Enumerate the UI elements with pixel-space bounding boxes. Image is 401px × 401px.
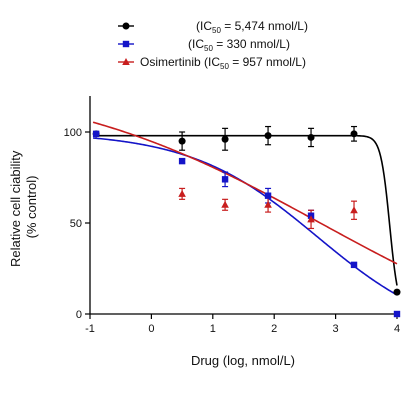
- data-point-series-2: [350, 206, 358, 214]
- x-tick-label: 4: [394, 323, 400, 335]
- y-axis-title: Relative cell ciability (% control): [8, 147, 39, 267]
- data-point-series-2: [264, 200, 272, 208]
- y-tick-label: 50: [70, 218, 82, 230]
- data-point-series-0: [307, 133, 315, 141]
- y-tick-label: 100: [64, 127, 82, 139]
- data-point-series-2: [178, 189, 186, 197]
- x-tick-label: 2: [271, 323, 277, 335]
- data-point-series-0: [350, 130, 358, 138]
- data-point-series-0: [264, 132, 272, 140]
- legend-marker-series-2: [122, 58, 130, 65]
- data-point-series-2: [307, 215, 315, 223]
- x-tick-label: 1: [210, 323, 216, 335]
- legend-marker-series-0: [122, 22, 130, 30]
- legend-marker-series-1: [122, 40, 130, 48]
- fit-curves: [92, 121, 398, 296]
- data-point-series-1: [350, 261, 358, 269]
- data-point-series-0: [221, 135, 229, 143]
- fit-curve-series-0: [93, 134, 398, 286]
- axis-titles: Drug (log, nmol/L) Relative cell ciabili…: [8, 147, 295, 368]
- data-point-series-1: [221, 176, 229, 183]
- data-point-series-0: [393, 288, 401, 296]
- fit-curve-series-1: [92, 137, 398, 296]
- legend-label-series-0: (IC50 = 5,474 nmol/L): [196, 19, 308, 35]
- data-point-series-0: [178, 137, 186, 145]
- data-point-series-1: [92, 130, 100, 138]
- data-point-series-1: [178, 157, 186, 165]
- fit-curve-series-2: [92, 121, 398, 265]
- legend-label-series-1: (IC50 = 330 nmol/L): [188, 37, 290, 53]
- y-axis-title-line-1: Relative cell ciability: [8, 150, 23, 267]
- legend: (IC50 = 5,474 nmol/L) (IC50 = 330 nmol/L)…: [118, 19, 308, 71]
- data-point-series-2: [221, 200, 229, 208]
- data-markers: [92, 130, 401, 318]
- x-tick-label: 0: [148, 323, 154, 335]
- x-axis-title: Drug (log, nmol/L): [191, 353, 295, 368]
- legend-label-series-2: Osimertinib (IC50 = 957 nmol/L): [140, 55, 306, 71]
- data-point-series-1: [264, 192, 272, 199]
- y-axis-title-line-2: (% control): [24, 176, 39, 239]
- x-tick-label: 3: [333, 323, 339, 335]
- data-point-series-1: [393, 310, 401, 318]
- y-tick-label: 0: [76, 309, 82, 321]
- x-tick-label: -1: [85, 323, 95, 335]
